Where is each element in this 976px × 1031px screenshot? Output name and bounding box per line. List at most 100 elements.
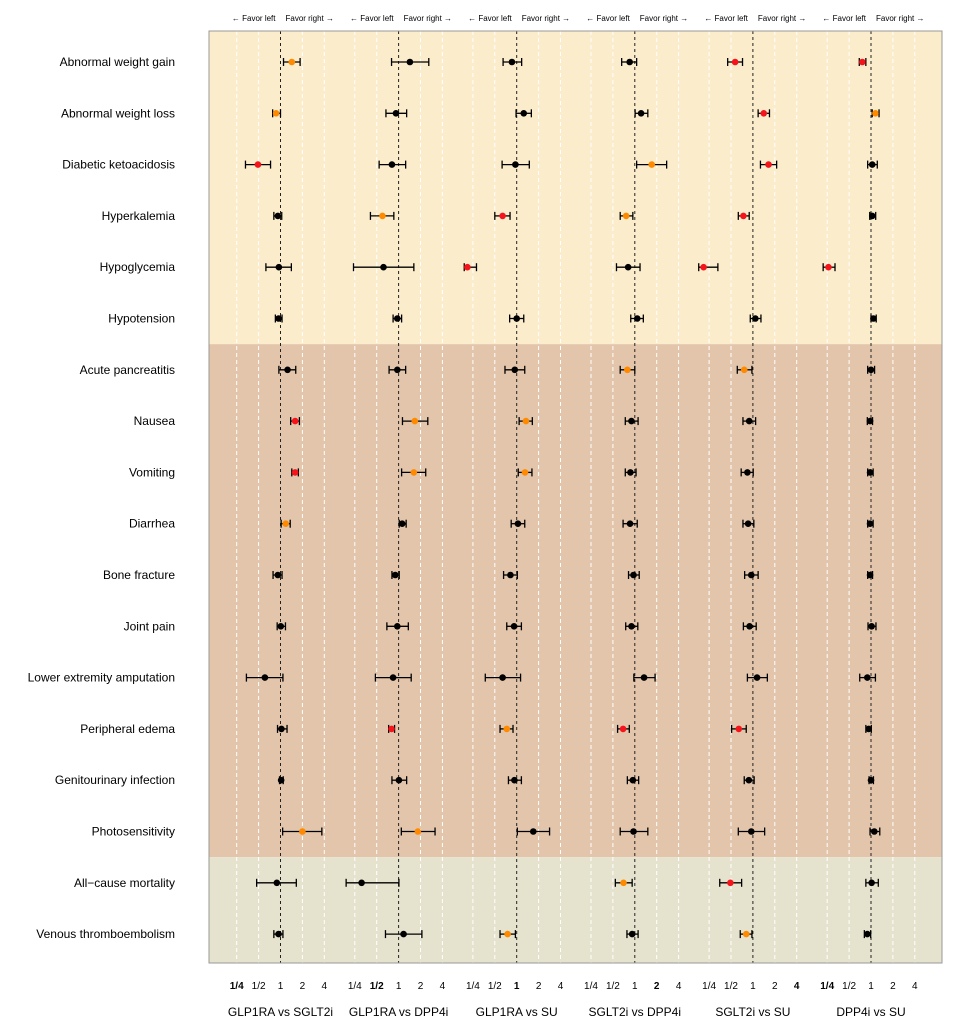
estimate-mark: [868, 211, 877, 220]
point-estimate: [727, 879, 734, 887]
tick-label: 2: [890, 981, 896, 992]
tick-label: 1: [278, 981, 284, 992]
estimate-mark: [276, 622, 287, 631]
point-estimate: [508, 58, 516, 66]
tick-label: 4: [558, 981, 564, 992]
estimate-mark: [616, 724, 630, 733]
point-estimate: [275, 930, 282, 938]
estimate-mark: [867, 622, 877, 631]
estimate-mark: [517, 468, 533, 477]
outcome-label: All−cause mortality: [74, 876, 175, 890]
tick-label: 2: [300, 981, 306, 992]
estimate-mark: [822, 263, 836, 272]
estimate-mark: [274, 314, 283, 323]
tick-label: 1/4: [820, 981, 834, 992]
point-estimate: [274, 571, 282, 579]
estimate-mark: [506, 622, 523, 631]
estimate-mark: [621, 58, 638, 66]
point-estimate: [742, 930, 750, 938]
favor-right-label: Favor right →: [758, 14, 806, 23]
tick-label: 1/2: [606, 981, 620, 992]
estimate-mark: [245, 673, 284, 682]
estimate-mark: [627, 571, 640, 579]
point-estimate: [278, 725, 285, 733]
favor-left-label: ← Favor left: [232, 14, 276, 23]
estimate-mark: [865, 878, 879, 887]
point-estimate: [637, 110, 645, 117]
estimate-mark: [463, 263, 478, 272]
point-estimate: [745, 417, 753, 425]
point-estimate: [394, 366, 401, 374]
estimate-mark: [502, 58, 523, 66]
point-estimate: [514, 520, 522, 527]
point-estimate: [628, 623, 635, 630]
estimate-mark: [757, 109, 771, 118]
point-estimate: [291, 469, 299, 476]
estimate-mark: [281, 827, 323, 836]
point-estimate: [864, 930, 871, 938]
estimate-mark: [515, 109, 533, 118]
estimate-mark: [634, 109, 649, 118]
comparison-title: GLP1RA vs SU: [476, 1005, 558, 1019]
background-band: [209, 344, 942, 858]
estimate-mark: [273, 211, 283, 220]
estimate-mark: [386, 622, 409, 631]
estimate-mark: [378, 160, 407, 169]
point-estimate: [358, 879, 365, 887]
point-estimate: [740, 212, 747, 220]
tick-label: 4: [322, 981, 328, 992]
estimate-mark: [391, 776, 408, 785]
tick-label: 1/2: [724, 981, 738, 992]
estimate-mark: [278, 365, 297, 374]
estimate-mark: [518, 417, 533, 426]
outcome-label: Diabetic ketoacidosis: [62, 158, 175, 172]
tick-label: 1: [396, 981, 402, 992]
estimate-mark: [385, 109, 408, 118]
tick-label: 1: [868, 981, 874, 992]
point-estimate: [388, 161, 396, 168]
tick-label: 4: [440, 981, 446, 992]
point-estimate: [866, 520, 874, 527]
comparison-title: GLP1RA vs SGLT2i: [228, 1005, 333, 1019]
estimate-mark: [743, 571, 759, 579]
point-estimate: [752, 315, 759, 322]
point-estimate: [521, 469, 529, 476]
point-estimate: [275, 263, 283, 271]
estimate-mark: [625, 622, 639, 631]
estimate-mark: [869, 827, 881, 836]
estimate-mark: [291, 468, 300, 477]
point-estimate: [870, 315, 877, 322]
tick-label: 4: [794, 981, 800, 992]
favor-left-label: ← Favor left: [704, 14, 748, 23]
estimate-mark: [867, 776, 875, 785]
outcome-label: Venous thromboembolism: [36, 927, 175, 941]
outcome-label: Vomiting: [129, 465, 175, 479]
estimate-mark: [624, 417, 639, 426]
point-estimate: [400, 930, 407, 938]
point-estimate: [499, 212, 506, 220]
point-estimate: [740, 366, 748, 374]
estimate-mark: [255, 878, 297, 887]
estimate-mark: [510, 519, 526, 528]
estimate-mark: [865, 724, 873, 733]
estimate-mark: [290, 417, 301, 426]
point-estimate: [867, 776, 875, 784]
tick-label: 1/4: [230, 981, 244, 992]
estimate-mark: [737, 211, 750, 220]
point-estimate: [626, 58, 633, 66]
estimate-mark: [499, 930, 517, 939]
point-estimate: [513, 315, 520, 322]
point-estimate: [520, 110, 528, 117]
point-estimate: [511, 776, 518, 784]
point-estimate: [859, 58, 866, 66]
point-estimate: [735, 725, 743, 733]
estimate-mark: [244, 160, 272, 169]
tick-label: 1/4: [348, 981, 362, 992]
favor-right-label: Favor right →: [286, 14, 334, 23]
tick-label: 1/4: [702, 981, 716, 992]
comparison-title: SGLT2i vs SU: [715, 1005, 790, 1019]
point-estimate: [745, 776, 753, 784]
estimate-mark: [626, 930, 639, 939]
estimate-mark: [737, 827, 766, 836]
tick-label: 1/4: [466, 981, 480, 992]
